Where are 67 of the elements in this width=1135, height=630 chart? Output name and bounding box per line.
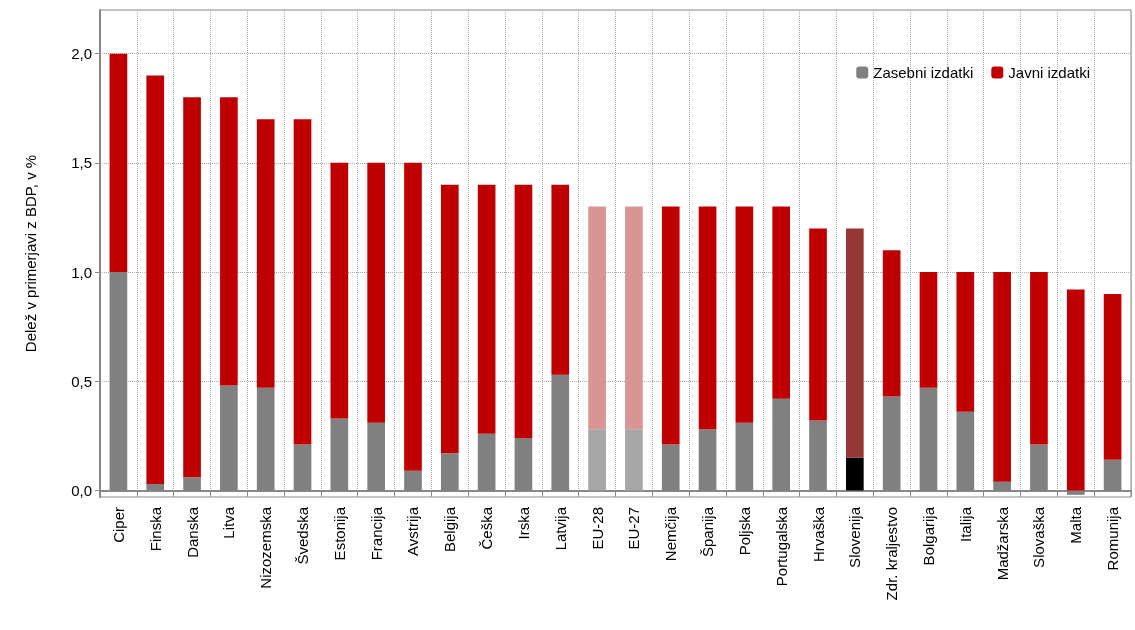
bar [1030, 272, 1048, 445]
x-tick-label: Malta [1067, 506, 1085, 544]
bar [588, 206, 606, 430]
x-tick-label: Zdr. kraljestvo [883, 507, 901, 601]
x-tick-label: Romunija [1104, 506, 1122, 571]
bar [146, 75, 165, 484]
x-tick-label: Belgija [441, 506, 459, 553]
x-tick-label: Portugalska [772, 506, 790, 587]
bar [809, 228, 827, 421]
bar [551, 184, 570, 375]
bar [1103, 293, 1122, 460]
y-tick-label: 1,0 [71, 263, 92, 281]
x-tick-label: Švedska [294, 506, 312, 565]
bar [330, 162, 349, 419]
x-tick-label: Nizozemska [257, 506, 275, 589]
bar [846, 228, 864, 458]
x-tick-label: Madžarska [993, 506, 1011, 581]
bar [625, 206, 643, 430]
x-tick-label: Slovenija [846, 506, 864, 568]
x-tick-label: Hrvaška [809, 506, 827, 563]
x-tick-label: Slovaška [1030, 506, 1048, 568]
x-tick-label: Estonija [330, 506, 348, 561]
y-tick-label: 1,5 [71, 154, 92, 172]
x-tick-label: Češka [478, 506, 496, 550]
bar [993, 272, 1011, 482]
bar [1066, 289, 1085, 491]
bar [109, 53, 128, 273]
y-tick-label: 0,5 [71, 372, 92, 390]
x-tick-label: Avstrija [404, 506, 422, 556]
x-tick-label: Finska [146, 506, 164, 552]
x-tick-label: EU-27 [625, 507, 643, 550]
bar [514, 184, 533, 439]
bar [256, 119, 275, 388]
bar [698, 206, 717, 430]
bar [846, 457, 864, 491]
x-tick-label: Poljska [735, 506, 753, 556]
x-tick-label: Ciper [109, 507, 127, 543]
x-tick-label: Italija [956, 506, 974, 543]
x-tick-label: Francija [367, 506, 385, 561]
bar [293, 119, 312, 445]
bar [882, 250, 901, 397]
bar [183, 97, 201, 478]
x-tick-label: Bolgarija [919, 506, 937, 566]
bar [220, 97, 238, 386]
x-tick-label: Litva [220, 506, 238, 539]
bar [440, 184, 459, 454]
x-tick-label: Latvija [551, 506, 569, 551]
legend-label: Zasebni izdatki [873, 64, 974, 81]
x-tick-label: Danska [183, 506, 201, 558]
x-tick-label: EU-28 [588, 507, 606, 550]
bar [367, 162, 385, 423]
bar [772, 206, 791, 399]
y-tick-label: 2,0 [71, 45, 92, 63]
legend-label: Javni izdatki [1008, 64, 1090, 81]
bar [404, 162, 422, 471]
x-tick-label: Irska [514, 506, 532, 540]
bar [919, 272, 938, 388]
y-axis-title: Delež v primerjavi z BDP, v % [22, 154, 39, 353]
bar [477, 184, 496, 434]
bar [625, 429, 643, 491]
bar [661, 206, 680, 445]
x-tick-label: Španija [699, 506, 717, 558]
bar [588, 429, 606, 491]
bar [956, 272, 975, 412]
bar [735, 206, 754, 423]
y-tick-label: 0,0 [71, 481, 92, 499]
x-tick-label: Nemčija [662, 506, 680, 562]
